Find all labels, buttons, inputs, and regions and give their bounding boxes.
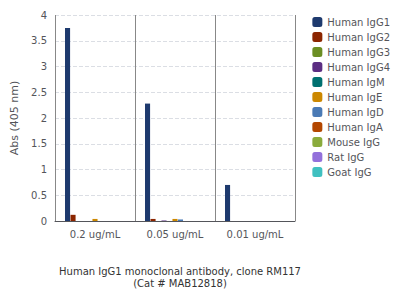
svg-text:(Cat # MAB12818): (Cat # MAB12818) xyxy=(133,278,227,289)
svg-text:Human IgM: Human IgM xyxy=(327,77,384,88)
svg-text:0.05 ug/mL: 0.05 ug/mL xyxy=(147,229,204,240)
svg-text:0: 0 xyxy=(41,216,47,227)
svg-text:Human IgE: Human IgE xyxy=(327,92,382,103)
svg-text:0.01 ug/mL: 0.01 ug/mL xyxy=(227,229,284,240)
svg-text:2: 2 xyxy=(41,113,47,124)
svg-text:Mouse IgG: Mouse IgG xyxy=(327,137,380,148)
svg-text:Abs (405 nm): Abs (405 nm) xyxy=(8,81,21,156)
svg-text:Rat IgG: Rat IgG xyxy=(327,152,364,163)
svg-text:Human IgG1: Human IgG1 xyxy=(327,17,390,28)
svg-text:4: 4 xyxy=(41,10,47,21)
svg-text:Human IgG4: Human IgG4 xyxy=(327,62,390,73)
svg-text:1.5: 1.5 xyxy=(31,138,47,149)
svg-text:Human IgD: Human IgD xyxy=(327,107,384,118)
svg-text:2.5: 2.5 xyxy=(31,87,47,98)
svg-text:Human IgG3: Human IgG3 xyxy=(327,47,390,58)
svg-text:1: 1 xyxy=(41,164,47,175)
svg-text:Human IgA: Human IgA xyxy=(327,122,383,133)
svg-text:Goat IgG: Goat IgG xyxy=(327,167,371,178)
svg-text:3.5: 3.5 xyxy=(31,35,47,46)
svg-text:Human IgG1 monoclonal antibody: Human IgG1 monoclonal antibody, clone RM… xyxy=(59,266,301,277)
svg-text:3: 3 xyxy=(41,61,47,72)
svg-text:Human IgG2: Human IgG2 xyxy=(327,32,390,43)
svg-text:0.5: 0.5 xyxy=(31,190,47,201)
svg-text:0.2 ug/mL: 0.2 ug/mL xyxy=(70,229,121,240)
